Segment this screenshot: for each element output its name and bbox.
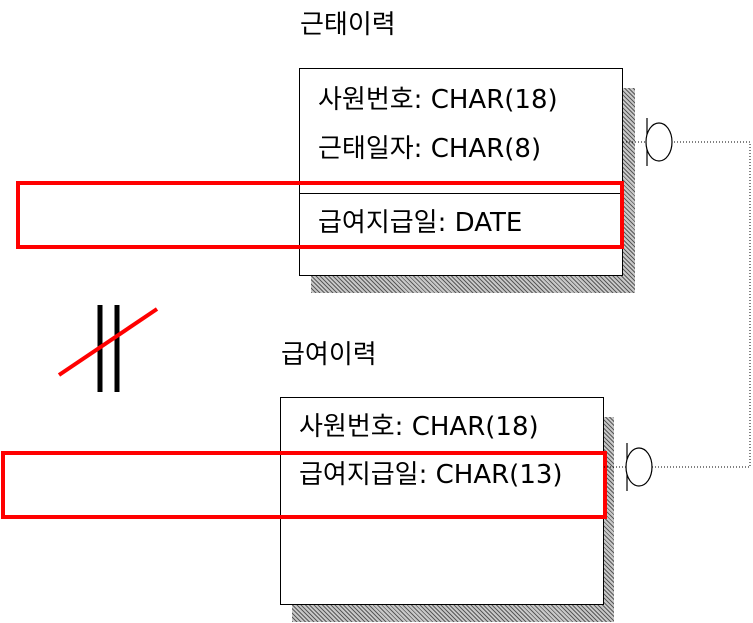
attendance-attr-date: 근태일자: CHAR(8)	[318, 134, 542, 164]
attendance-key-divider	[300, 193, 622, 194]
payroll-entity-title: 급여이력	[281, 340, 377, 370]
attendance-attr-employee-id: 사원번호: CHAR(18)	[318, 85, 558, 115]
payroll-attr-employee-id: 사원번호: CHAR(18)	[299, 412, 539, 442]
attendance-entity-box: 사원번호: CHAR(18) 근태일자: CHAR(8) 급여지급일: DATE	[299, 68, 623, 276]
not-equal-icon	[57, 305, 159, 392]
payroll-attr-pay-date: 급여지급일: CHAR(13)	[299, 460, 563, 490]
attendance-attr-pay-date: 급여지급일: DATE	[318, 208, 523, 238]
payroll-entity-box: 사원번호: CHAR(18) 급여지급일: CHAR(13)	[280, 397, 604, 605]
attendance-entity-title: 근태이력	[300, 10, 396, 40]
payroll-pay-date-highlight	[1, 451, 607, 519]
attendance-pay-date-highlight	[16, 181, 624, 249]
payroll-cardinality-circle	[625, 447, 653, 487]
relationship-line	[604, 141, 751, 468]
attendance-cardinality-circle	[645, 122, 673, 162]
